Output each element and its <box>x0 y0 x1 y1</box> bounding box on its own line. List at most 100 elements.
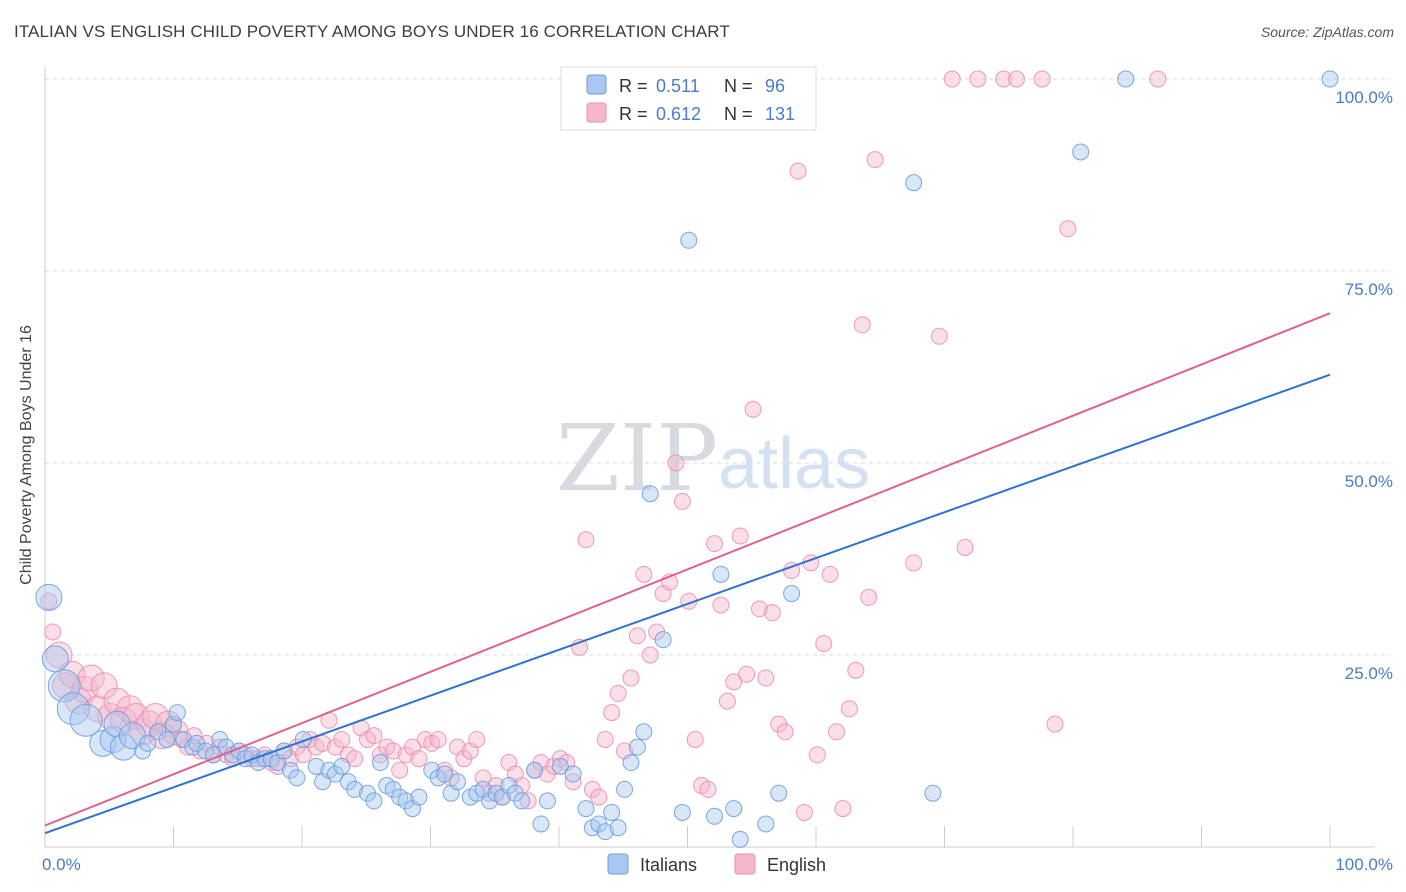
english-r-label: R = <box>619 104 648 124</box>
italians-point <box>371 754 389 772</box>
y-tick-label: 50.0% <box>1345 472 1393 491</box>
italians-point <box>705 807 723 825</box>
english-point <box>821 565 839 583</box>
italians-point <box>1321 70 1339 88</box>
x-tick-label: 0.0% <box>42 855 81 874</box>
italians-point <box>448 773 466 791</box>
italians-point <box>641 485 659 503</box>
english-point <box>776 723 794 741</box>
english-point <box>410 750 428 768</box>
english-point <box>609 684 627 702</box>
italians-point <box>346 780 364 798</box>
x-tick-label: 100.0% <box>1335 855 1393 874</box>
english-point <box>763 604 781 622</box>
italians-point <box>168 704 186 722</box>
italians-point <box>139 734 157 752</box>
english-point <box>391 761 409 779</box>
italians-point <box>924 784 942 802</box>
english-point <box>468 730 486 748</box>
english-point <box>603 704 621 722</box>
english-point <box>789 162 807 180</box>
english-point <box>314 734 332 752</box>
english-point <box>384 742 402 760</box>
english-point <box>847 661 865 679</box>
english-point <box>969 70 987 88</box>
italians-point <box>1117 70 1135 88</box>
italians-n-label: N = <box>724 76 753 96</box>
legend-italians-label: Italians <box>640 855 697 875</box>
english-point <box>860 588 878 606</box>
english-point <box>744 400 762 418</box>
english-point <box>828 723 846 741</box>
italians-point <box>564 765 582 783</box>
english-point <box>699 780 717 798</box>
english-point <box>40 592 58 610</box>
watermark-atlas: atlas <box>718 424 870 504</box>
italians-point <box>35 583 63 611</box>
y-tick-label: 75.0% <box>1345 280 1393 299</box>
italians-point <box>158 730 176 748</box>
chart-title: ITALIAN VS ENGLISH CHILD POVERTY AMONG B… <box>14 22 730 41</box>
english-trend-line <box>44 312 1331 827</box>
series-legend: Italians English <box>607 853 826 875</box>
english-point <box>956 538 974 556</box>
english-point <box>943 70 961 88</box>
watermark-zip: ZIP <box>556 405 718 512</box>
english-point <box>840 700 858 718</box>
english-point <box>673 492 691 510</box>
italians-point <box>41 645 69 673</box>
source-label: Source: ZipAtlas.com <box>1260 24 1394 40</box>
english-point <box>622 669 640 687</box>
english-point <box>866 151 884 169</box>
italians-point <box>551 757 569 775</box>
italians-trend-line <box>44 373 1331 835</box>
english-n-value: 131 <box>765 104 795 124</box>
english-point <box>853 316 871 334</box>
italians-swatch <box>586 74 607 95</box>
english-point <box>596 730 614 748</box>
data-points <box>35 70 1339 848</box>
italians-point <box>680 231 698 249</box>
italians-n-value: 96 <box>765 76 785 96</box>
english-point <box>590 788 608 806</box>
trend-lines <box>44 312 1331 835</box>
english-point <box>346 750 364 768</box>
english-point <box>667 454 685 472</box>
english-point <box>686 730 704 748</box>
english-point <box>995 70 1013 88</box>
italians-point <box>307 757 325 775</box>
english-point <box>1033 70 1051 88</box>
english-point <box>1059 220 1077 238</box>
italians-point <box>103 710 131 738</box>
italians-r-value: 0.511 <box>656 76 700 96</box>
english-point <box>738 665 756 683</box>
english-point <box>705 535 723 553</box>
italians-point <box>109 733 137 761</box>
italians-point <box>731 830 749 848</box>
italians-point <box>905 174 923 192</box>
italians-point <box>654 631 672 649</box>
italians-point <box>47 669 81 703</box>
english-point <box>628 627 646 645</box>
italians-point <box>673 803 691 821</box>
english-point <box>725 673 743 691</box>
italians-point <box>333 757 351 775</box>
italians-point <box>410 788 428 806</box>
italians-point <box>783 585 801 603</box>
italians-point <box>622 754 640 772</box>
english-point <box>45 641 73 669</box>
english-point <box>718 692 736 710</box>
italians-point <box>725 800 743 818</box>
italians-point <box>616 780 634 798</box>
english-point <box>635 565 653 583</box>
english-point <box>815 634 833 652</box>
italians-point <box>577 800 595 818</box>
english-point <box>429 730 447 748</box>
y-tick-label: 25.0% <box>1345 664 1393 683</box>
english-point <box>731 527 749 545</box>
english-point <box>757 669 775 687</box>
english-n-label: N = <box>724 104 753 124</box>
english-point <box>44 623 62 641</box>
legend-italians-swatch <box>607 853 629 875</box>
italians-point <box>436 765 454 783</box>
